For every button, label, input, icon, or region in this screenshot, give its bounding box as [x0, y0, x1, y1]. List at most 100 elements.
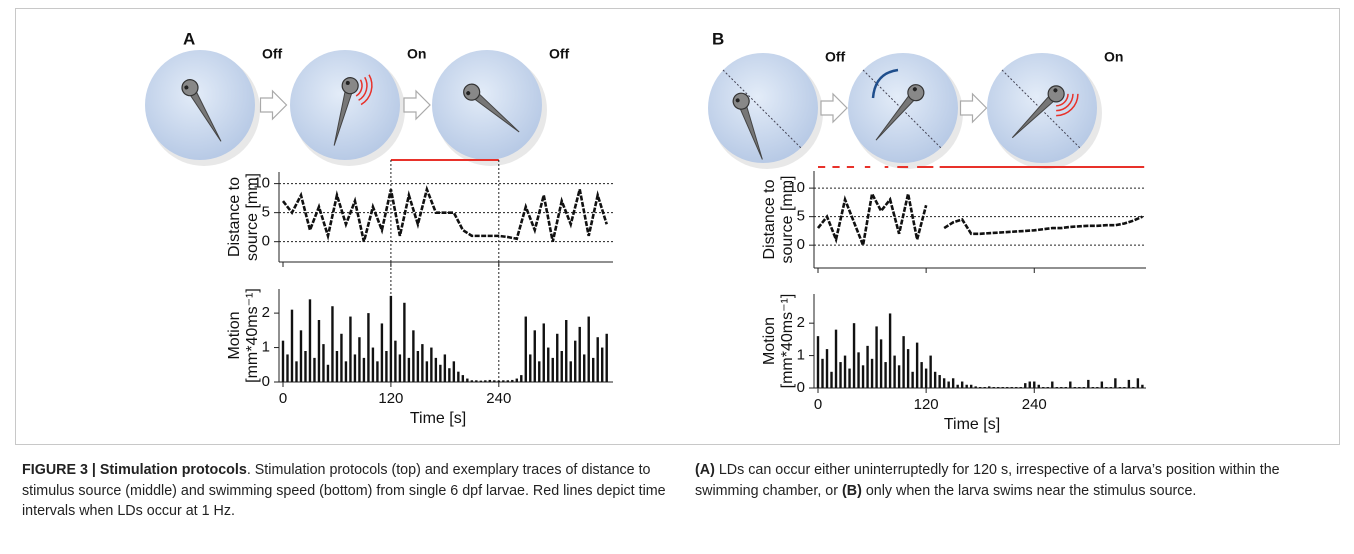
larva-eye [466, 91, 471, 96]
motion-bar [425, 361, 429, 382]
state-label: On [407, 46, 426, 62]
motion-bar [920, 362, 923, 388]
motion-bar [1051, 381, 1054, 388]
motion-bar [1015, 387, 1018, 388]
motion-bar [897, 365, 901, 388]
motion-bar [1123, 387, 1126, 388]
motion-bar [960, 381, 964, 388]
larva-eye [1053, 88, 1058, 93]
motion-bar [1118, 387, 1122, 388]
larva-icon [1011, 85, 1079, 139]
y-tick-label: 5 [262, 204, 270, 221]
flow-arrow [403, 89, 431, 121]
motion-bar [281, 340, 285, 382]
motion-bar [592, 357, 595, 382]
caption-right: (A) LDs can occur either uninterruptedly… [695, 460, 1335, 501]
motion-bar [843, 355, 847, 388]
flow-arrow [820, 92, 848, 124]
motion-bar [965, 384, 968, 388]
motion-bar [344, 361, 348, 382]
motion-bar [1114, 378, 1117, 388]
motion-bar [1087, 379, 1090, 388]
state-label: Off [825, 49, 846, 65]
motion-bar [1010, 387, 1013, 388]
motion-bar [983, 387, 986, 388]
y-tick-label: 0 [262, 373, 270, 390]
motion-bar [601, 347, 604, 382]
motion-bar [362, 357, 366, 382]
motion-bar [1019, 387, 1022, 388]
sound-wave [1056, 93, 1079, 117]
state-label: Off [262, 46, 283, 62]
motion-bar [290, 309, 294, 382]
larva-eye [345, 80, 350, 85]
motion-bar [870, 358, 874, 388]
x-axis-title: Time [s] [410, 410, 466, 427]
motion-bar [349, 316, 352, 382]
y-axis-title: Motion [761, 317, 778, 365]
motion-bar [353, 354, 357, 382]
motion-bar [1028, 381, 1031, 388]
larva-head [907, 84, 925, 102]
x-tick-label: 120 [378, 390, 403, 407]
motion-bar [511, 379, 514, 382]
larva-eye [184, 85, 189, 90]
motion-bar [479, 380, 483, 382]
motion-bar [439, 364, 442, 382]
motion-bar [367, 313, 370, 382]
motion-bar [1046, 387, 1049, 388]
motion-bar [906, 349, 910, 388]
motion-bar [1136, 378, 1140, 388]
motion-bar [286, 354, 289, 382]
motion-bar [1024, 383, 1027, 388]
larva-icon [875, 84, 925, 141]
motion-bar [938, 375, 941, 388]
motion-bar [322, 344, 325, 382]
larva-head [181, 79, 199, 97]
motion-bar [848, 368, 851, 388]
motion-bar [969, 384, 973, 388]
sound-wave [1056, 93, 1074, 112]
x-axis-title: Time [s] [944, 416, 1000, 433]
motion-bar [1127, 379, 1131, 388]
motion-bar [542, 323, 545, 382]
y-axis-title: Distance to [226, 177, 243, 257]
motion-bar [956, 384, 959, 388]
motion-bar [1096, 387, 1099, 388]
x-tick-label: 240 [1022, 396, 1047, 413]
motion-bar [1006, 387, 1009, 388]
motion-bar [412, 330, 415, 382]
motion-bar [565, 320, 568, 382]
motion-bar [295, 361, 298, 382]
motion-bar [1100, 381, 1104, 388]
panel-label: A [183, 29, 195, 48]
motion-bar [852, 323, 856, 388]
motion-bar [902, 336, 905, 388]
x-tick-label: 120 [914, 396, 939, 413]
larva-head [732, 92, 750, 110]
y-tick-label: 1 [262, 339, 270, 356]
y-tick-label: 2 [797, 314, 805, 331]
motion-bar [911, 371, 914, 388]
motion-bar [875, 326, 878, 388]
y-tick-label: 5 [797, 208, 805, 225]
motion-bar [578, 326, 581, 382]
y-tick-label: 1 [797, 347, 805, 364]
motion-bar [1078, 387, 1081, 388]
motion-bar [538, 361, 541, 382]
distance-trace [816, 189, 1143, 250]
motion-bar [816, 336, 820, 388]
motion-bar [866, 345, 869, 388]
chamber [708, 53, 818, 163]
larva-eye [735, 98, 740, 103]
motion-bar [470, 380, 474, 382]
motion-bar [304, 351, 307, 382]
sound-wave [358, 76, 368, 101]
motion-bar [1132, 387, 1135, 388]
state-label: Off [549, 46, 570, 62]
motion-bar [974, 386, 977, 388]
y-tick-label: 10 [788, 179, 805, 196]
motion-bar [1042, 387, 1045, 388]
motion-bar [821, 358, 824, 388]
